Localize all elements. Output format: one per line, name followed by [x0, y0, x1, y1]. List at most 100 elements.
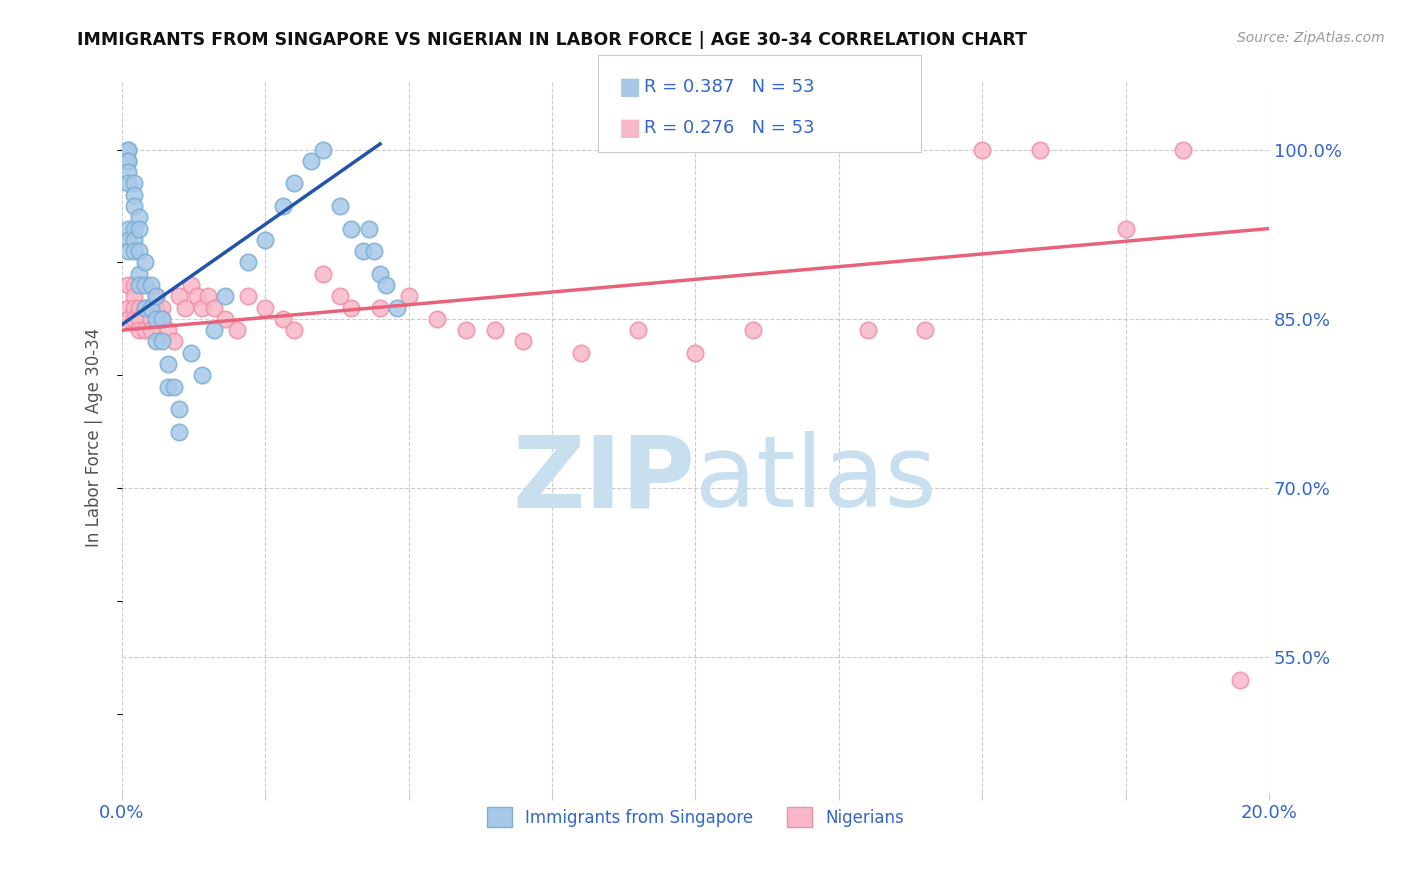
Point: [117, 221, 139, 235]
Point: [122, 233, 145, 247]
Point: [191, 368, 214, 383]
Point: [117, 233, 139, 247]
Point: [169, 289, 191, 303]
Point: [117, 301, 139, 315]
Point: [128, 244, 150, 259]
Point: [134, 301, 156, 315]
Point: [1171, 143, 1194, 157]
Point: [145, 289, 167, 303]
Point: [122, 244, 145, 259]
Point: [117, 143, 139, 157]
Point: [163, 379, 186, 393]
Point: [340, 301, 363, 315]
Point: [122, 221, 145, 235]
Point: [1229, 673, 1251, 687]
Point: [368, 301, 391, 315]
Point: [156, 379, 179, 393]
Point: [128, 323, 150, 337]
Point: [398, 289, 420, 303]
Point: [374, 277, 396, 292]
Point: [225, 323, 247, 337]
Text: IMMIGRANTS FROM SINGAPORE VS NIGERIAN IN LABOR FORCE | AGE 30-34 CORRELATION CHA: IMMIGRANTS FROM SINGAPORE VS NIGERIAN IN…: [77, 31, 1028, 49]
Point: [145, 301, 167, 315]
Point: [134, 255, 156, 269]
Point: [238, 255, 260, 269]
Point: [128, 221, 150, 235]
Point: [163, 334, 186, 349]
Point: [283, 177, 305, 191]
Point: [685, 345, 707, 359]
Point: [156, 357, 179, 371]
Point: [150, 334, 173, 349]
Point: [122, 277, 145, 292]
Point: [254, 301, 277, 315]
Point: [271, 199, 294, 213]
Point: [283, 323, 305, 337]
Point: [1028, 143, 1050, 157]
Point: [180, 345, 202, 359]
Point: [1115, 221, 1137, 235]
Point: [117, 143, 139, 157]
Point: [363, 244, 385, 259]
Point: [357, 221, 380, 235]
Point: [329, 199, 352, 213]
Point: [128, 301, 150, 315]
Point: [139, 301, 162, 315]
Point: [145, 289, 167, 303]
Point: [186, 289, 208, 303]
Text: Source: ZipAtlas.com: Source: ZipAtlas.com: [1237, 31, 1385, 45]
Text: atlas: atlas: [696, 432, 938, 528]
Point: [156, 323, 179, 337]
Point: [299, 153, 322, 168]
Point: [174, 301, 197, 315]
Point: [145, 334, 167, 349]
Point: [214, 311, 236, 326]
Point: [117, 244, 139, 259]
Point: [191, 301, 214, 315]
Point: [512, 334, 534, 349]
Point: [122, 187, 145, 202]
Point: [117, 311, 139, 326]
Point: [312, 267, 335, 281]
Point: [312, 143, 335, 157]
Point: [128, 311, 150, 326]
Point: [569, 345, 592, 359]
Point: [352, 244, 374, 259]
Point: [139, 277, 162, 292]
Point: [122, 199, 145, 213]
Point: [150, 301, 173, 315]
Point: [117, 153, 139, 168]
Point: [368, 267, 391, 281]
Point: [329, 289, 352, 303]
Point: [856, 323, 879, 337]
Point: [122, 311, 145, 326]
Point: [128, 211, 150, 225]
Point: [122, 301, 145, 315]
Point: [150, 311, 173, 326]
Point: [426, 311, 449, 326]
Text: ZIP: ZIP: [513, 432, 696, 528]
Point: [139, 311, 162, 326]
Point: [197, 289, 219, 303]
Point: [122, 177, 145, 191]
Point: [972, 143, 994, 157]
Point: [117, 177, 139, 191]
Point: [145, 311, 167, 326]
Point: [122, 289, 145, 303]
Point: [254, 233, 277, 247]
Point: [914, 323, 936, 337]
Point: [214, 289, 236, 303]
Point: [202, 323, 225, 337]
Point: [128, 277, 150, 292]
Point: [134, 301, 156, 315]
Point: [741, 323, 763, 337]
Point: [340, 221, 363, 235]
Point: [238, 289, 260, 303]
Text: R = 0.276   N = 53: R = 0.276 N = 53: [644, 119, 814, 136]
Point: [271, 311, 294, 326]
Point: [202, 301, 225, 315]
Text: ■: ■: [619, 116, 641, 139]
Point: [117, 153, 139, 168]
Text: R = 0.387   N = 53: R = 0.387 N = 53: [644, 78, 814, 95]
Point: [117, 165, 139, 179]
